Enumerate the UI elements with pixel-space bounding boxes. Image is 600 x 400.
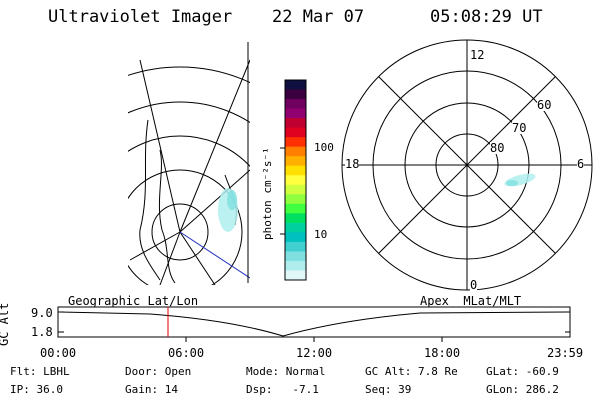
footer-dsp: Dsp: -7.1 [246,383,319,396]
date-label: 22 Mar 07 [272,7,365,27]
mlat-label-70: 70 [512,121,527,135]
footer-gain: Gain: 14 [125,383,178,396]
colorbar-swatch [285,270,306,281]
colorbar-frame [284,79,307,281]
colorbar-swatch [285,137,306,148]
mlt-label-0: 0 [470,278,478,292]
timeline-xtick-0600: 06:00 [168,346,205,360]
timeline-ytick-1.8: 1.8 [31,325,53,339]
coastline [158,149,176,284]
colorbar-swatch [285,213,306,224]
timeline-frame [57,306,571,338]
lat-circle [128,135,250,168]
lon-line [159,231,181,285]
footer-mode: Mode: Normal [246,365,326,378]
footer-gcalt: GC Alt: 7.8 Re [365,365,458,378]
mlt-line-diag [378,76,556,254]
timeline-xtick-0000: 00:00 [40,346,77,360]
terminator-line [179,231,250,279]
colorbar-tick-label-100: 100 [314,141,334,154]
mlat-label-60: 60 [537,98,552,112]
footer-glon: GLon: 286.2 [486,383,559,396]
coastline [139,119,161,281]
timeline-left-label: Geographic Lat/Lon [68,294,199,308]
colorbar-swatch [285,127,306,138]
aurora-patch-polar [506,180,518,186]
timeline-xtick-1200: 12:00 [296,346,333,360]
colorbar-swatch [285,156,306,167]
footer-glat: GLat: -60.9 [486,365,559,378]
colorbar-swatch [285,241,306,252]
colorbar-swatch [285,194,306,205]
colorbar-swatch [285,232,306,243]
lat-circle [128,66,250,84]
timeline-xtick-2359: 23:59 [547,346,584,360]
lon-line [179,169,250,233]
timeline-xtick-1800: 18:00 [424,346,461,360]
colorbar-swatch [285,118,306,129]
colorbar-swatch [285,251,306,262]
lon-line [179,231,216,285]
colorbar-tick-label-10: 10 [314,228,328,241]
mlt-label-12: 12 [470,48,485,62]
mlt-label-18: 18 [345,157,360,171]
altitude-curve [59,311,569,337]
mlat-label-80: 80 [490,141,505,155]
timeline-ytick-9: 9.0 [31,306,53,320]
lat-circle [151,203,209,261]
colorbar-swatch [285,222,306,233]
lon-line [139,59,181,233]
colorbar-swatch [285,184,306,195]
footer-ip: IP: 36.0 [10,383,63,396]
colorbar-swatch [285,80,306,91]
lon-line [129,231,181,261]
lat-circle [128,169,243,285]
aurora-patch [227,190,237,210]
colorbar-swatch [285,89,306,100]
colorbar-swatch [285,99,306,110]
footer-flt: Flt: LBHL [10,365,70,378]
time-label: 05:08:29 UT [430,7,543,27]
timeline-right-label: Apex MLat/MLT [420,294,522,308]
colorbar-swatch [285,203,306,214]
lat-circle [128,101,250,124]
footer-seq: Seq: 39 [365,383,412,396]
colorbar-swatch [285,175,306,186]
colorbar-swatch [285,165,306,176]
colorbar-swatch [285,260,306,271]
colorbar-swatch [285,146,306,157]
colorbar-swatch [285,108,306,119]
footer-door: Door: Open [125,365,192,378]
instrument-title: Ultraviolet Imager [48,7,233,27]
mlt-label-6: 6 [577,157,585,171]
lon-line [179,59,250,233]
